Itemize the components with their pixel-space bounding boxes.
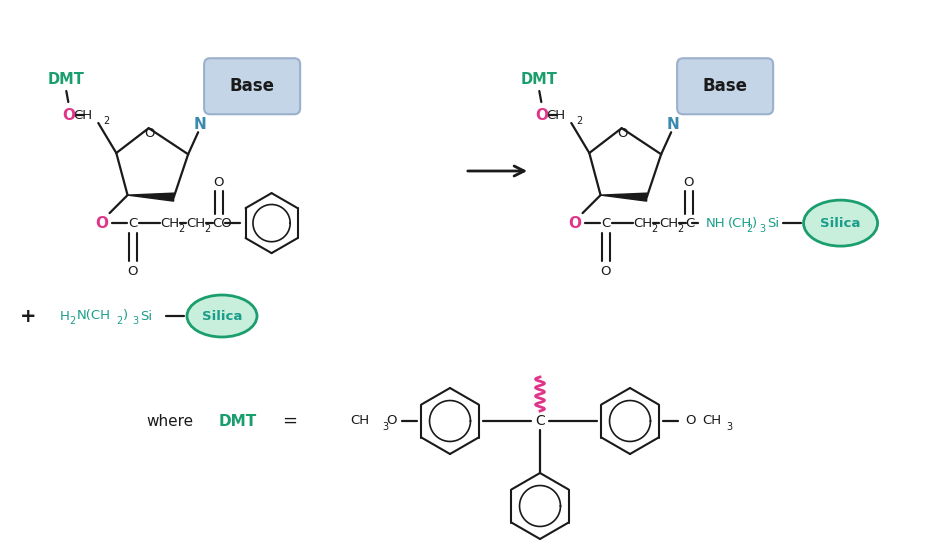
Text: 2: 2 — [576, 116, 583, 126]
Text: C: C — [128, 217, 137, 230]
Text: C: C — [601, 217, 611, 230]
Text: Base: Base — [703, 77, 747, 95]
Text: Si: Si — [767, 217, 780, 230]
FancyBboxPatch shape — [204, 58, 301, 114]
Text: H: H — [60, 310, 69, 322]
Text: Silica: Silica — [821, 217, 861, 230]
Text: N(CH: N(CH — [77, 310, 111, 322]
Text: N: N — [667, 117, 680, 132]
Text: CH: CH — [186, 217, 205, 230]
Text: ): ) — [751, 217, 757, 230]
Text: 2: 2 — [747, 224, 753, 234]
Text: 2: 2 — [69, 316, 75, 326]
Ellipse shape — [187, 295, 257, 337]
Text: ): ) — [123, 310, 128, 322]
Text: CH: CH — [660, 217, 679, 230]
Text: =: = — [282, 412, 298, 430]
Text: O: O — [145, 127, 155, 141]
Text: 3: 3 — [382, 422, 388, 432]
Text: O: O — [568, 215, 581, 231]
Text: 2: 2 — [104, 116, 109, 126]
Text: C: C — [686, 217, 695, 230]
Polygon shape — [601, 193, 647, 201]
Text: CH: CH — [73, 109, 92, 122]
Text: 3: 3 — [726, 422, 732, 432]
FancyBboxPatch shape — [677, 58, 773, 114]
Text: 2: 2 — [677, 224, 684, 234]
Text: Base: Base — [229, 77, 275, 95]
Text: Silica: Silica — [202, 310, 243, 322]
Polygon shape — [127, 193, 174, 201]
Text: DMT: DMT — [219, 413, 257, 429]
Text: O: O — [534, 107, 548, 122]
Text: O: O — [95, 215, 108, 231]
Text: CH: CH — [703, 414, 722, 428]
Text: 2: 2 — [651, 224, 658, 234]
Text: NH: NH — [706, 217, 726, 230]
Text: CO: CO — [213, 217, 232, 230]
Text: C: C — [535, 414, 545, 428]
Text: O: O — [684, 176, 694, 188]
Text: 2: 2 — [179, 224, 184, 234]
Text: DMT: DMT — [521, 72, 557, 87]
Text: CH: CH — [633, 217, 652, 230]
Text: CH: CH — [350, 414, 369, 428]
Text: +: + — [20, 306, 36, 326]
Text: 2: 2 — [116, 316, 123, 326]
Text: Si: Si — [140, 310, 152, 322]
Text: CH: CH — [161, 217, 180, 230]
Text: O: O — [617, 127, 628, 141]
Text: DMT: DMT — [48, 72, 85, 87]
Text: O: O — [600, 264, 611, 278]
Text: O: O — [127, 264, 138, 278]
Text: O: O — [62, 107, 75, 122]
Text: 3: 3 — [132, 316, 138, 326]
Text: N: N — [194, 117, 206, 132]
Text: (CH: (CH — [728, 217, 752, 230]
Text: CH: CH — [546, 109, 565, 122]
Text: 2: 2 — [204, 224, 211, 234]
Text: O: O — [386, 414, 397, 428]
Text: 3: 3 — [760, 224, 766, 234]
Ellipse shape — [804, 200, 878, 246]
Text: O: O — [685, 414, 695, 428]
Text: O: O — [213, 176, 223, 188]
Text: where: where — [146, 413, 194, 429]
